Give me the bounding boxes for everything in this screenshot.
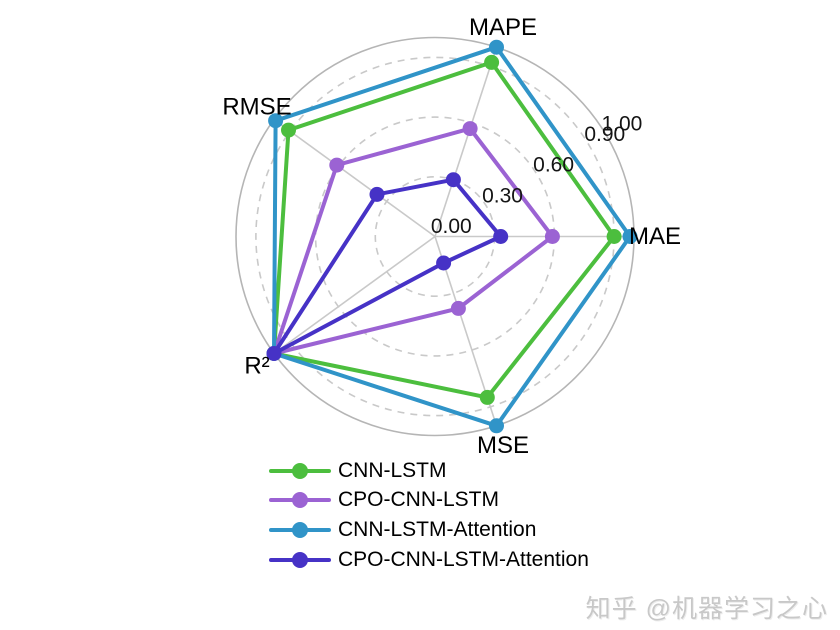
series-cnn-lstm-point-rmse (281, 122, 296, 138)
radial-tick-label: 0.60 (533, 154, 574, 177)
radial-tick-label: 0.90 (584, 123, 625, 146)
watermark: 知乎 @机器学习之心 (585, 595, 828, 623)
legend-item: CNN-LSTM-Attention (269, 515, 589, 545)
legend-label: CPO-CNN-LSTM (338, 488, 499, 512)
series-cpo-cnn-lstm-point-rmse (329, 157, 345, 173)
legend-marker-icon (269, 551, 331, 568)
axis-label-r: R² (244, 352, 269, 379)
series-cnn-lstm-point-mse (479, 389, 495, 405)
legend: CNN-LSTM CPO-CNN-LSTM CNN-LSTM-Attention… (269, 456, 589, 574)
series-cnn-lstm-attention-line (272, 45, 632, 428)
axis-spoke-r (273, 235, 436, 355)
radial-tick-label: 0.00 (431, 215, 472, 238)
series-cpo-cnn-lstm-attention-line (272, 177, 503, 356)
series-cpo-cnn-lstm-attention-point-rmse (369, 186, 385, 202)
axis-label-mse: MSE (477, 432, 529, 459)
legend-label: CNN-LSTM (338, 458, 447, 482)
legend-label: CPO-CNN-LSTM-Attention (338, 547, 589, 571)
series-cpo-cnn-lstm-attention-point-mse (436, 255, 452, 271)
legend-item: CPO-CNN-LSTM (269, 486, 589, 516)
series-cpo-cnn-lstm-line (272, 126, 555, 356)
legend-marker-icon (269, 492, 331, 509)
series-cnn-lstm-point-mape (484, 54, 500, 70)
series-cnn-lstm-point-mae (606, 229, 622, 244)
series-cnn-lstm-line (272, 60, 617, 400)
axis-label-rmse: RMSE (222, 94, 291, 121)
radial-tick-label: 0.30 (482, 185, 523, 208)
series-cnn-lstm-attention-point-rmse (268, 113, 284, 129)
series-cpo-cnn-lstm-attention-point-r (266, 346, 282, 361)
series-cnn-lstm-attention-point-mse (489, 418, 504, 434)
axis-spoke-mape (434, 46, 498, 237)
series-cnn-lstm-attention-point-mae (622, 229, 638, 244)
series-cpo-cnn-lstm-point-mae (544, 229, 560, 244)
axis-spoke-rmse (273, 118, 436, 238)
radial-tick-label: 1.00 (601, 113, 642, 136)
axis-label-mae: MAE (629, 223, 681, 250)
legend-item: CPO-CNN-LSTM-Attention (269, 545, 589, 575)
legend-marker-icon (269, 462, 331, 479)
series-cnn-lstm-attention-point-mape (489, 39, 504, 55)
legend-item: CNN-LSTM (269, 456, 589, 486)
axis-label-mape: MAPE (469, 14, 537, 41)
legend-marker-icon (269, 521, 331, 538)
legend-label: CNN-LSTM-Attention (338, 517, 537, 541)
series-cpo-cnn-lstm-point-mse (450, 300, 466, 316)
series-cpo-cnn-lstm-attention-point-mae (493, 229, 509, 244)
series-cpo-cnn-lstm-point-mape (462, 121, 478, 137)
series-cpo-cnn-lstm-attention-point-mape (445, 172, 461, 188)
